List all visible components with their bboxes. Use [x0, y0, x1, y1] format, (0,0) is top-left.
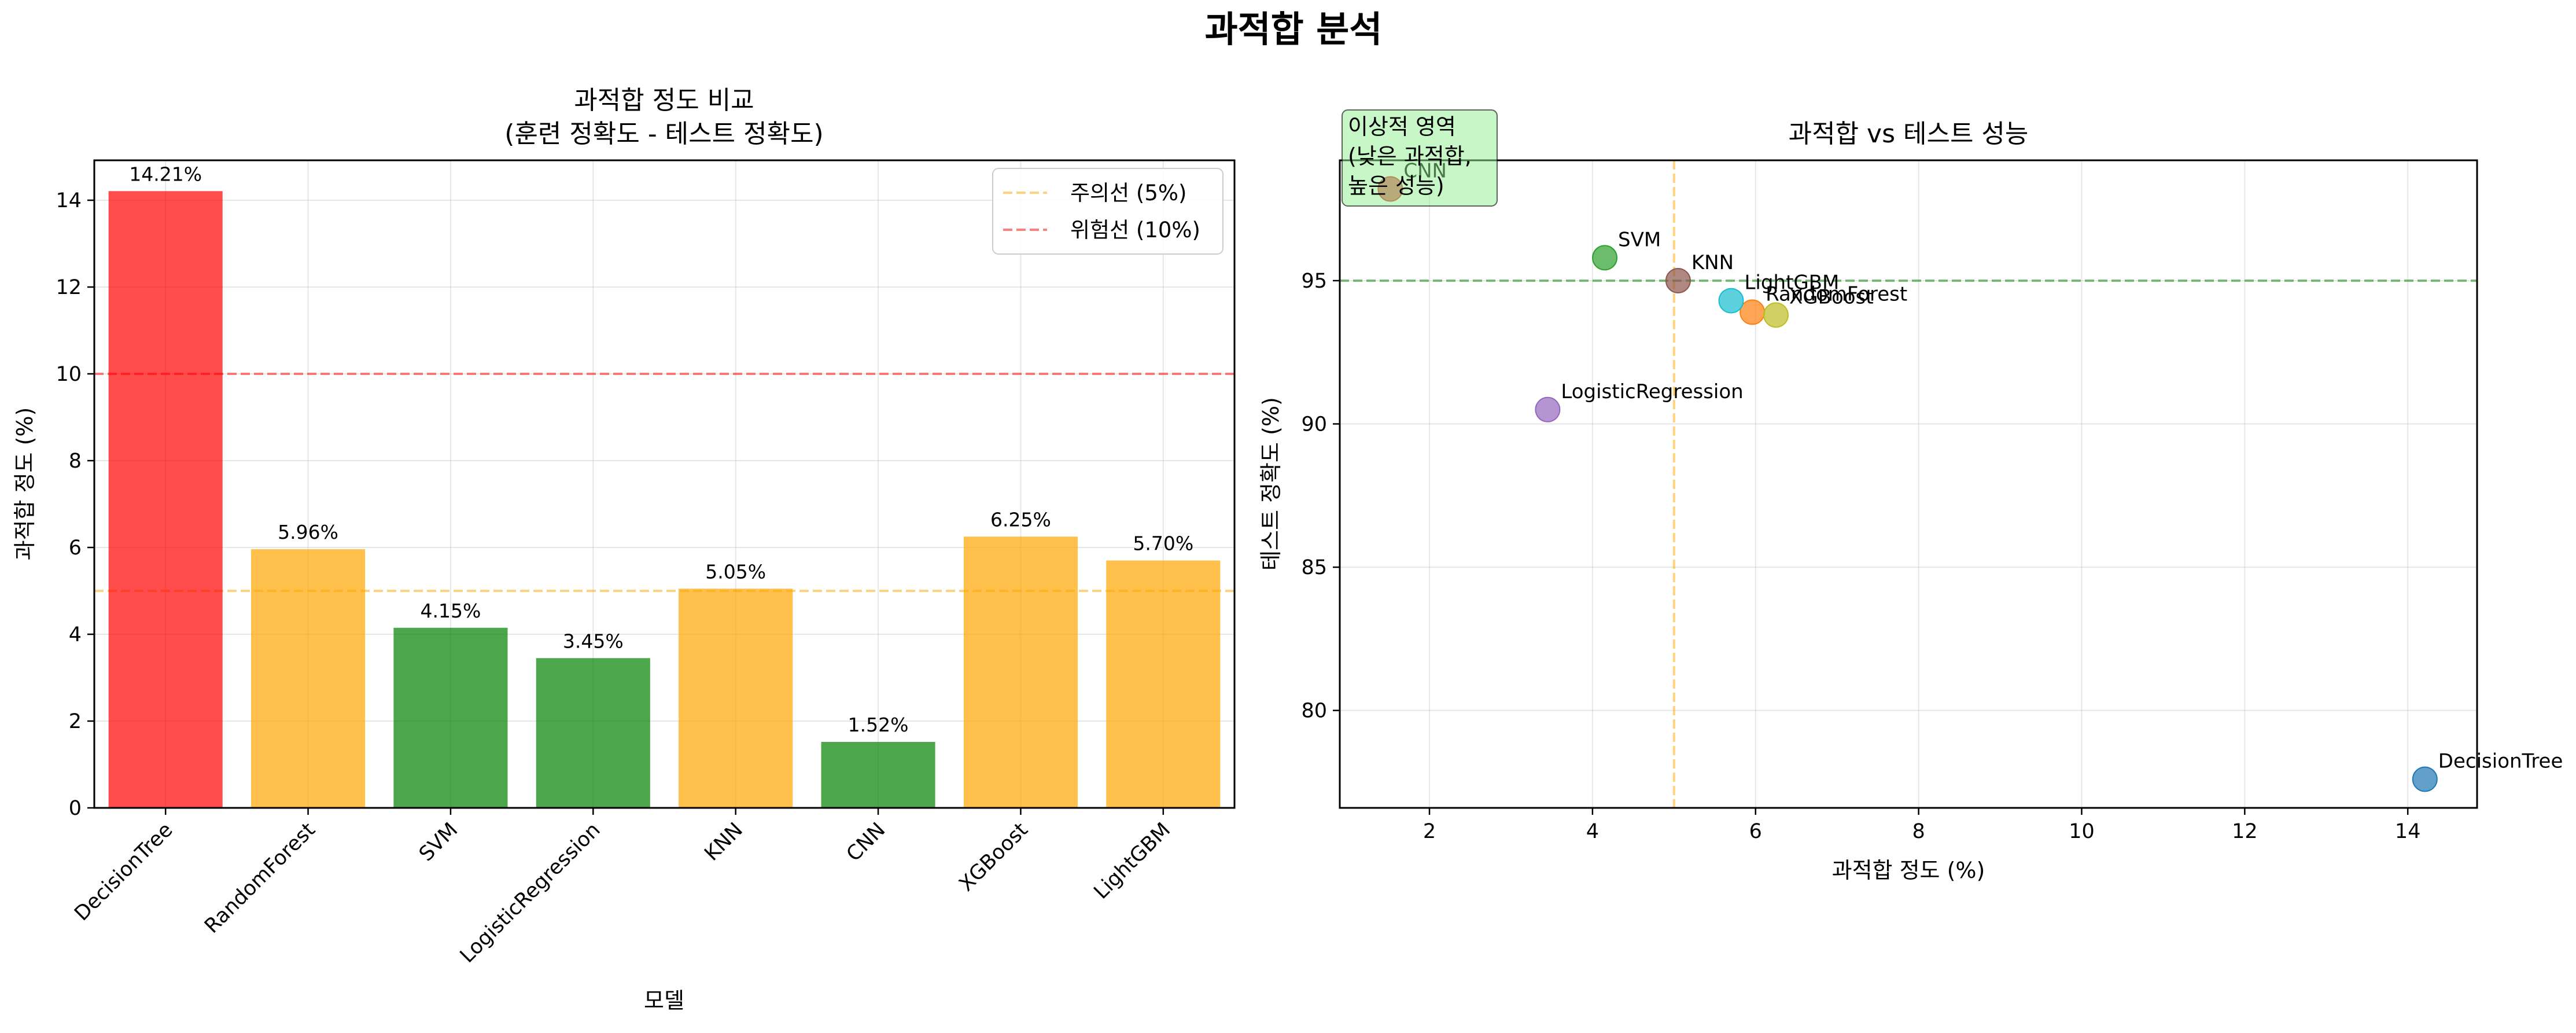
scatter-y-ticks: 80 85 90 95: [1301, 270, 1340, 723]
bar-y-tick-label: 2: [69, 710, 82, 733]
legend-danger-label: 위험선 (10%): [1070, 218, 1200, 242]
annotation-line3: 높은 성능): [1348, 173, 1444, 198]
ideal-region-annotation: 이상적 영역 (낮은 과적합, 높은 성능): [1342, 109, 1498, 207]
scatter-x-tick-label: 10: [2069, 820, 2095, 843]
point-label-DecisionTree: DecisionTree: [2438, 749, 2563, 773]
bar-CNN: [821, 742, 935, 808]
bar-RandomForest: [251, 549, 366, 808]
scatter-grid: [1340, 160, 2477, 808]
bar-x-tick-label: DecisionTree: [70, 818, 177, 925]
scatter-x-tick-label: 2: [1423, 820, 1436, 843]
figure-title: 과적합 분석: [1205, 8, 1383, 50]
legend-caution-label: 주의선 (5%): [1070, 181, 1186, 205]
bar-x-tick-label: RandomForest: [200, 818, 320, 938]
bar-chart-title-line2: (훈련 정확도 - 테스트 정확도): [504, 119, 823, 149]
bar-KNN: [679, 589, 793, 808]
bar-y-tick-label: 8: [69, 450, 82, 473]
scatter-y-tick-label: 95: [1301, 270, 1327, 293]
point-RandomForest: [1740, 299, 1766, 325]
bar-data-label: 5.70%: [1133, 532, 1193, 555]
bar-data-label: 4.15%: [421, 600, 481, 622]
point-label-RandomForest: RandomForest: [1766, 282, 1907, 306]
bar-x-tick-label: XGBoost: [955, 818, 1033, 896]
scatter-y-tick-label: 85: [1301, 556, 1327, 579]
bar-data-label: 1.52%: [848, 714, 909, 736]
bar-x-tick-label: KNN: [701, 818, 748, 866]
scatter-point-labels: DecisionTreeRandomForestSVMCNNLogisticRe…: [1403, 160, 2563, 773]
bar-y-tick-label: 10: [56, 363, 82, 386]
point-LightGBM: [1718, 288, 1744, 314]
scatter-chart: DecisionTreeRandomForestSVMCNNLogisticRe…: [1258, 109, 2563, 883]
bar-x-tick-label: SVM: [415, 818, 462, 866]
scatter-x-ticks: 2 4 6 8 10 12 14: [1423, 808, 2421, 843]
point-label-SVM: SVM: [1618, 228, 1661, 251]
bar-plot-frame: [93, 159, 1236, 809]
scatter-reference-lines: [1340, 160, 2477, 808]
bar-x-axis-label: 모델: [644, 988, 684, 1013]
bar-data-label: 6.25%: [990, 508, 1051, 531]
scatter-x-tick-label: 14: [2395, 820, 2421, 843]
bar-x-tick-label: CNN: [842, 818, 890, 866]
bar-x-ticks: DecisionTree RandomForest SVMLogisticRegre…: [70, 808, 1175, 968]
scatter-x-tick-label: 12: [2232, 820, 2258, 843]
scatter-x-axis-label: 과적합 정도 (%): [1832, 858, 1985, 883]
point-label-LightGBM: LightGBM: [1744, 271, 1839, 295]
annotation-box: [1342, 109, 1498, 207]
scatter-plot-frame: [1339, 159, 2478, 809]
scatter-x-tick-label: 8: [1912, 820, 1925, 843]
bar-DecisionTree: [108, 191, 223, 808]
annotation-line1: 이상적 영역: [1348, 114, 1456, 139]
bar-data-labels: 14.21% 5.96% 4.15% 3.45% 5.05% 1.52% 6.25% 5.70…: [129, 163, 1193, 736]
point-KNN: [1665, 267, 1691, 293]
bar-marks: [108, 191, 1221, 808]
point-LogisticRegression: [1535, 396, 1561, 422]
bar-y-ticks: 0 2 4 6 8 10 12 14: [56, 189, 94, 820]
bar-SVM: [393, 627, 508, 808]
bar-data-label: 5.96%: [278, 521, 338, 543]
annotation-line2: (낮은 과적합,: [1348, 144, 1472, 169]
point-DecisionTree: [2412, 766, 2438, 792]
bar-LightGBM: [1106, 560, 1221, 808]
scatter-y-tick-label: 90: [1301, 413, 1327, 436]
bar-y-tick-label: 12: [56, 276, 82, 299]
bar-x-tick-label: LogisticRegression: [456, 818, 605, 968]
bar-chart: 14.21% 5.96% 4.15% 3.45% 5.05% 1.52% 6.25% 5.70…: [12, 86, 1236, 1013]
point-label-XGBoost: XGBoost: [1789, 285, 1874, 308]
scatter-y-axis-label: 테스트 정확도 (%): [1258, 397, 1284, 571]
scatter-chart-title: 과적합 vs 테스트 성능: [1789, 119, 2029, 149]
bar-y-tick-label: 0: [69, 797, 82, 820]
bar-y-tick-label: 6: [69, 536, 82, 560]
point-SVM: [1592, 245, 1618, 271]
bar-data-label: 5.05%: [705, 560, 766, 583]
scatter-x-tick-label: 4: [1586, 820, 1599, 843]
scatter-y-tick-label: 80: [1301, 700, 1327, 723]
bar-y-tick-label: 4: [69, 623, 82, 646]
bar-chart-title-line1: 과적합 정도 비교: [574, 86, 754, 115]
bar-y-axis-label: 과적합 정도 (%): [12, 407, 38, 561]
bar-data-label: 3.45%: [563, 630, 624, 652]
bar-legend-box: [992, 168, 1223, 255]
scatter-x-tick-label: 6: [1749, 820, 1762, 843]
point-label-LogisticRegression: LogisticRegression: [1561, 380, 1743, 403]
bar-x-tick-label: LightGBM: [1090, 818, 1175, 904]
scatter-points: [1377, 176, 2438, 792]
bar-XGBoost: [963, 536, 1078, 808]
bar-data-label: 14.21%: [129, 163, 202, 185]
point-XGBoost: [1763, 302, 1789, 328]
bar-legend: 주의선 (5%) 위험선 (10%): [992, 168, 1223, 255]
bar-y-tick-label: 14: [56, 189, 82, 212]
point-label-KNN: KNN: [1691, 251, 1734, 274]
bar-LogisticRegression: [536, 658, 650, 808]
